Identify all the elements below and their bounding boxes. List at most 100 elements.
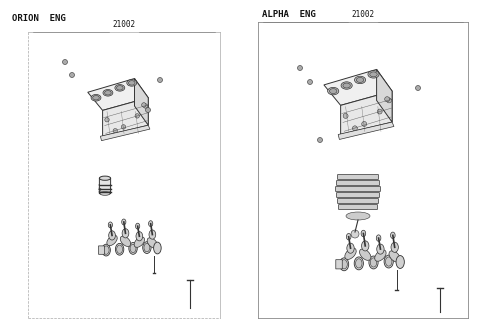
- Ellipse shape: [355, 76, 366, 84]
- Ellipse shape: [370, 72, 377, 77]
- Circle shape: [362, 121, 367, 126]
- Circle shape: [157, 77, 163, 83]
- Polygon shape: [100, 125, 150, 141]
- FancyBboxPatch shape: [336, 180, 380, 186]
- Polygon shape: [338, 122, 394, 139]
- Circle shape: [135, 114, 140, 118]
- Circle shape: [142, 103, 146, 107]
- Polygon shape: [324, 70, 392, 105]
- FancyBboxPatch shape: [100, 192, 110, 194]
- Circle shape: [384, 97, 390, 102]
- Ellipse shape: [346, 212, 370, 220]
- Polygon shape: [134, 78, 148, 125]
- Ellipse shape: [115, 243, 124, 255]
- Ellipse shape: [108, 231, 115, 240]
- FancyBboxPatch shape: [98, 246, 105, 254]
- Ellipse shape: [135, 223, 140, 229]
- FancyBboxPatch shape: [338, 204, 377, 210]
- Ellipse shape: [341, 260, 348, 269]
- FancyBboxPatch shape: [337, 174, 379, 179]
- Ellipse shape: [396, 256, 404, 268]
- FancyBboxPatch shape: [99, 178, 110, 194]
- Ellipse shape: [375, 250, 386, 261]
- Ellipse shape: [100, 192, 110, 195]
- Polygon shape: [341, 91, 392, 134]
- Ellipse shape: [369, 256, 378, 269]
- Polygon shape: [377, 70, 392, 122]
- Ellipse shape: [143, 242, 151, 254]
- Circle shape: [343, 113, 348, 118]
- Ellipse shape: [122, 219, 126, 225]
- FancyBboxPatch shape: [337, 198, 379, 203]
- Ellipse shape: [134, 237, 144, 247]
- Ellipse shape: [129, 242, 137, 254]
- Ellipse shape: [361, 241, 369, 251]
- Circle shape: [121, 125, 126, 129]
- Ellipse shape: [149, 221, 153, 227]
- Circle shape: [308, 79, 312, 85]
- Circle shape: [416, 86, 420, 91]
- FancyBboxPatch shape: [336, 187, 381, 192]
- FancyBboxPatch shape: [336, 260, 342, 269]
- Circle shape: [298, 66, 302, 71]
- Polygon shape: [88, 78, 148, 111]
- Circle shape: [386, 98, 392, 103]
- Ellipse shape: [347, 243, 354, 253]
- Circle shape: [352, 126, 358, 131]
- Ellipse shape: [389, 251, 400, 262]
- Ellipse shape: [117, 86, 123, 90]
- Ellipse shape: [103, 246, 109, 254]
- Ellipse shape: [339, 258, 348, 271]
- Ellipse shape: [370, 258, 377, 267]
- Ellipse shape: [341, 82, 352, 89]
- Ellipse shape: [328, 87, 339, 95]
- Ellipse shape: [127, 80, 137, 86]
- Ellipse shape: [347, 234, 351, 240]
- Text: ORION  ENG: ORION ENG: [12, 14, 66, 23]
- Ellipse shape: [149, 230, 156, 239]
- Ellipse shape: [102, 244, 110, 256]
- Text: ALPHA  ENG: ALPHA ENG: [262, 10, 316, 19]
- Ellipse shape: [105, 91, 111, 95]
- Ellipse shape: [122, 229, 129, 238]
- Ellipse shape: [376, 235, 381, 241]
- Ellipse shape: [129, 81, 135, 85]
- Ellipse shape: [356, 259, 362, 268]
- Ellipse shape: [391, 242, 398, 252]
- Ellipse shape: [130, 244, 136, 253]
- Ellipse shape: [356, 77, 364, 82]
- Circle shape: [70, 72, 74, 77]
- Ellipse shape: [384, 255, 393, 268]
- Text: 21002: 21002: [351, 10, 374, 19]
- Ellipse shape: [361, 230, 366, 237]
- Circle shape: [145, 108, 151, 113]
- Circle shape: [62, 59, 68, 65]
- Ellipse shape: [108, 222, 112, 228]
- Circle shape: [105, 117, 109, 122]
- Ellipse shape: [345, 248, 356, 259]
- Ellipse shape: [354, 257, 363, 270]
- Ellipse shape: [147, 238, 157, 248]
- Ellipse shape: [93, 95, 99, 100]
- Ellipse shape: [103, 90, 113, 96]
- Ellipse shape: [360, 249, 371, 260]
- Ellipse shape: [154, 242, 161, 254]
- Ellipse shape: [115, 85, 125, 91]
- Ellipse shape: [391, 232, 395, 238]
- Ellipse shape: [368, 71, 379, 78]
- Ellipse shape: [99, 176, 110, 180]
- Circle shape: [99, 188, 101, 191]
- Circle shape: [377, 109, 382, 114]
- Polygon shape: [103, 98, 148, 136]
- Circle shape: [317, 137, 323, 142]
- Ellipse shape: [136, 232, 143, 241]
- Ellipse shape: [385, 257, 392, 266]
- Circle shape: [113, 129, 118, 133]
- Ellipse shape: [144, 243, 150, 252]
- Text: 21002: 21002: [112, 20, 135, 29]
- Ellipse shape: [377, 244, 384, 254]
- Ellipse shape: [107, 235, 117, 246]
- Ellipse shape: [120, 236, 131, 246]
- FancyBboxPatch shape: [336, 193, 380, 197]
- Circle shape: [351, 230, 359, 238]
